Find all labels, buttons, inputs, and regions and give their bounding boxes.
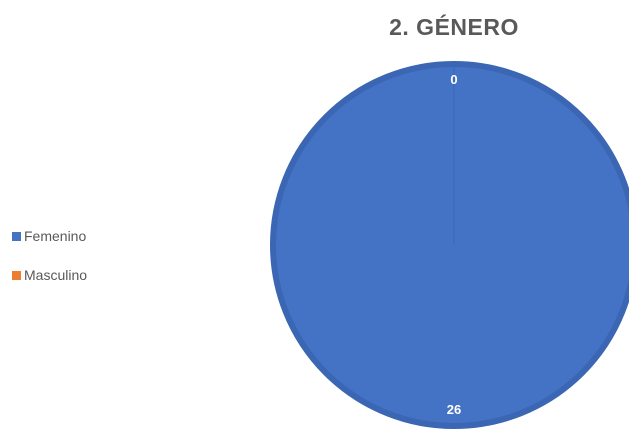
legend-label-masculino: Masculino [24, 267, 88, 283]
pie-slice-femenino [270, 61, 629, 429]
chart-title: 2. GÉNERO [389, 14, 519, 40]
legend-label-femenino: Femenino [24, 228, 87, 244]
legend-item-femenino: Femenino [12, 226, 87, 246]
legend-item-masculino: Masculino [12, 265, 87, 285]
data-label-femenino: 26 [447, 402, 461, 417]
pie-data-labels: 26 0 [447, 72, 461, 417]
pie-slices [270, 61, 629, 429]
data-label-masculino: 0 [450, 72, 457, 87]
legend: Femenino Masculino [12, 226, 87, 304]
legend-swatch-masculino [12, 271, 21, 280]
legend-swatch-femenino [12, 232, 21, 241]
